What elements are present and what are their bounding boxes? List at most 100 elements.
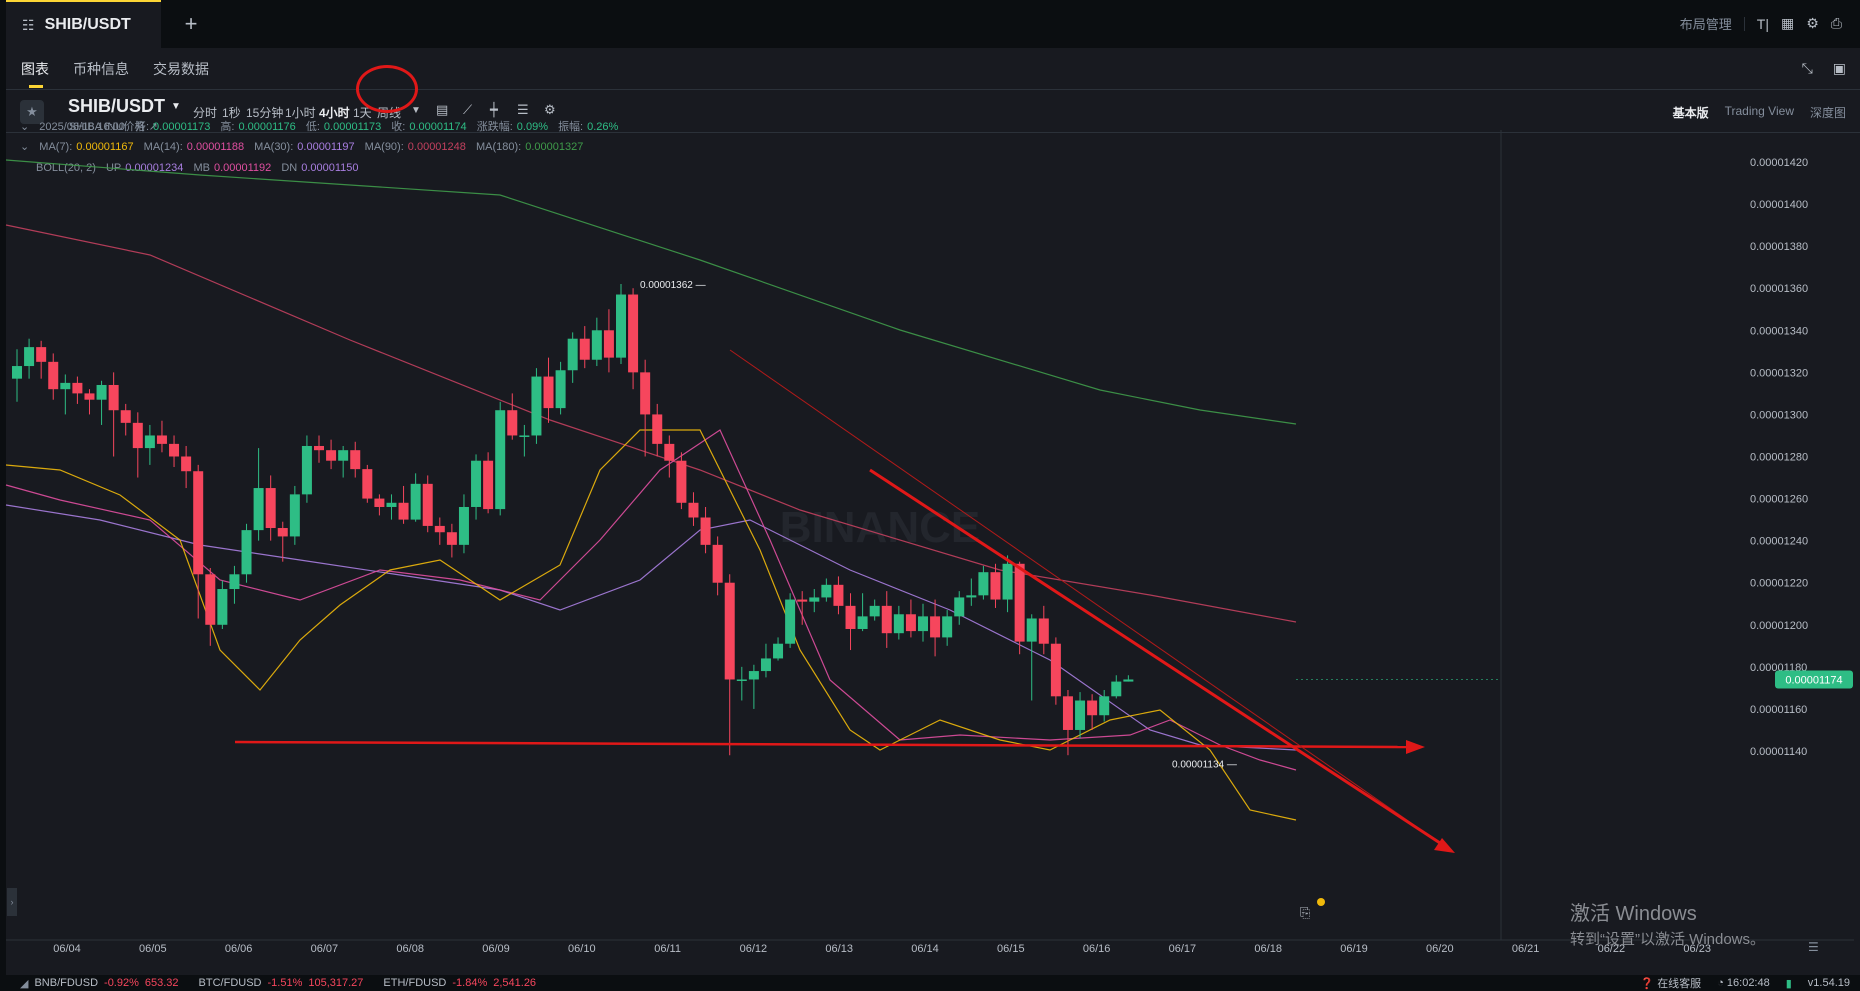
collapse-caret-icon[interactable]: ⌄: [20, 141, 30, 153]
candle-body: [229, 574, 240, 590]
x-tick-label: 06/22: [1598, 943, 1626, 955]
ma30-label: MA(30):: [254, 141, 294, 153]
y-tick-label: 0.00001220: [1750, 578, 1808, 590]
horizontal-arrow-head: [1406, 740, 1425, 754]
candle-body: [217, 589, 228, 625]
candle-body: [386, 502, 397, 507]
candle-body: [144, 435, 155, 449]
symbol-label: SHIB/USDT: [68, 96, 166, 116]
y-tick-label: 0.00001320: [1750, 367, 1808, 379]
y-tick-label: 0.00001420: [1750, 157, 1808, 169]
candle-body: [736, 679, 747, 681]
candle-body: [446, 532, 457, 545]
candle-body: [1111, 681, 1122, 697]
tab-trade-data[interactable]: 交易数据: [153, 61, 209, 77]
candle-type-icon[interactable]: ┿: [490, 102, 498, 117]
candle-body: [1038, 618, 1049, 644]
x-tick-label: 06/07: [311, 943, 339, 955]
notes-icon[interactable]: ⎘: [1300, 905, 1311, 920]
view-basic[interactable]: 基本版: [1672, 106, 1709, 120]
candle-body: [603, 330, 614, 358]
left-panel-toggle[interactable]: ›: [7, 888, 17, 916]
calendar-icon[interactable]: ▤: [436, 102, 449, 117]
y-tick-label: 0.00001400: [1750, 199, 1808, 211]
candle-body: [120, 410, 131, 423]
ohlc-amp-label: 振幅:: [558, 121, 584, 133]
favorite-star-icon[interactable]: ★: [20, 100, 44, 124]
ticker-change: -1.84%: [452, 977, 488, 989]
tab-label: SHIB/USDT: [44, 16, 131, 33]
candle-body: [1002, 563, 1013, 600]
ohlc-change-label: 涨跌幅:: [476, 121, 513, 133]
gear-icon[interactable]: ⚙: [1806, 15, 1819, 31]
ohlc-date: 2025/06/18 16:00: [39, 121, 125, 133]
candle-body: [748, 671, 759, 680]
caret-down-icon: ▼: [171, 101, 181, 112]
ma7-label: MA(7):: [39, 141, 73, 153]
candle-body: [434, 525, 445, 533]
collapse-caret-icon[interactable]: ⌄: [20, 121, 30, 133]
more-intervals-caret-icon[interactable]: ▼: [411, 105, 421, 116]
ohlc-close-label: 收:: [391, 121, 406, 133]
ticker-btc[interactable]: BTC/FDUSD -1.51% 105,317.27: [199, 977, 364, 989]
ma14-value: 0.00001188: [186, 141, 245, 153]
collapse-icon[interactable]: ⤡: [1801, 60, 1813, 76]
candle-body: [712, 544, 723, 583]
indicator-icon[interactable]: ⟋: [463, 102, 473, 117]
watermark-line2: 转到“设置”以激活 Windows。: [1570, 931, 1766, 948]
candle-body: [398, 502, 409, 520]
candle-body: [724, 582, 735, 680]
interval-1s[interactable]: 1秒: [222, 106, 241, 120]
x-tick-label: 06/11: [654, 943, 681, 955]
symbol-selector[interactable]: SHIB/USDT ▼: [68, 96, 181, 117]
interval-time[interactable]: 分时: [193, 106, 218, 120]
view-depth[interactable]: 深度图: [1809, 106, 1846, 120]
candle-body: [156, 435, 167, 444]
screenshot-icon[interactable]: ⎙: [1830, 15, 1842, 31]
grid-layout-icon[interactable]: ▦: [1781, 15, 1795, 31]
tab-chart[interactable]: 图表: [21, 61, 49, 88]
settings-list-icon[interactable]: ☰: [517, 102, 529, 117]
interval-4h[interactable]: 4小时: [319, 106, 350, 120]
panel-tools: ⤡ ▣: [1802, 60, 1846, 77]
ticker-eth[interactable]: ETH/FDUSD -1.84% 2,541.26: [383, 977, 536, 989]
ticker-bnb[interactable]: BNB/FDUSD -0.92% 653.32: [34, 977, 178, 989]
candle-body: [181, 456, 192, 472]
support-button[interactable]: ❓ 在线客服: [1640, 975, 1701, 991]
interval-1h[interactable]: 1小时: [285, 106, 316, 120]
candle-body: [1087, 700, 1098, 716]
candle-body: [676, 460, 687, 503]
x-tick-label: 06/13: [825, 943, 853, 955]
ma180-label: MA(180):: [475, 141, 522, 153]
current-price-label: 0.00001174: [1785, 674, 1842, 686]
add-tab-button[interactable]: +: [184, 11, 198, 36]
candle-body: [132, 422, 143, 449]
interval-15m[interactable]: 15分钟: [246, 106, 284, 120]
tab-coin-info[interactable]: 币种信息: [73, 61, 129, 77]
axis-settings-icon[interactable]: ☰: [1808, 940, 1819, 954]
ohlc-amp: 0.26%: [587, 121, 619, 133]
help-icon: ❓: [1640, 978, 1655, 990]
layout-grid-icon[interactable]: ▣: [1832, 60, 1846, 76]
candle-body: [1062, 696, 1073, 730]
layout-manager-button[interactable]: 布局管理: [1679, 17, 1732, 32]
text-icon[interactable]: T|: [1756, 15, 1769, 32]
status-bar: ◢ BNB/FDUSD -0.92% 653.32 BTC/FDUSD -1.51% 1…: [0, 975, 1860, 991]
candle-body: [1123, 679, 1134, 682]
interval-1d[interactable]: 1天: [353, 106, 372, 120]
symbol-subtitle[interactable]: SHIBA INU价格 ↗: [69, 121, 158, 133]
ohlc-open-label: 开:: [134, 121, 150, 133]
horizontal-arrow-line: [234, 740, 1411, 749]
chart-settings-icon[interactable]: ⚙: [544, 102, 556, 117]
candle-body: [12, 366, 22, 379]
view-tradingview[interactable]: Trading View: [1724, 104, 1794, 118]
candle-body: [471, 460, 482, 507]
highlight-circle: [356, 65, 418, 113]
tab-shib-usdt[interactable]: ☷ SHIB/USDT: [6, 0, 161, 48]
signal-icon: ▮: [1785, 977, 1792, 990]
windows-activation-watermark: 激活 Windows 转到“设置”以激活 Windows。: [1570, 897, 1765, 949]
candle-body: [289, 494, 300, 537]
clock-icon: ◔: [1717, 977, 1724, 989]
ma90-label: MA(90):: [364, 141, 404, 153]
